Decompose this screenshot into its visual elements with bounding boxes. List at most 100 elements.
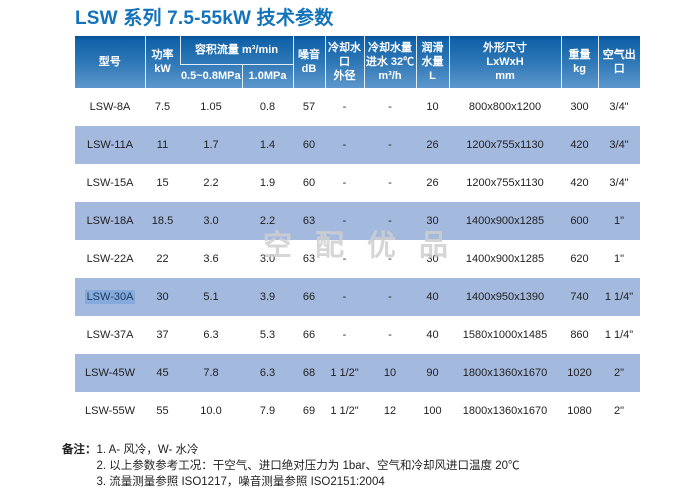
cell-cool: - bbox=[388, 177, 392, 189]
cell-flow2: 5.3 bbox=[259, 329, 276, 341]
col-header-noise: 噪音 dB bbox=[292, 36, 325, 88]
cell-dims: 1800x1360x1670 bbox=[462, 367, 548, 379]
cell-dims: 1200x755x1130 bbox=[466, 139, 544, 151]
cell-flow2: 3.0 bbox=[259, 253, 276, 265]
cell-lube: 26 bbox=[426, 139, 439, 151]
cell-flow1: 1.7 bbox=[203, 139, 219, 151]
note-line-2: 2. 以上参数参考工况：干空气、进口绝对压力为 1bar、空气和冷却风进口温度 … bbox=[96, 460, 520, 472]
cell-model: LSW-22A bbox=[86, 253, 134, 265]
col-header-cooling-port: 冷却水口 外径 bbox=[324, 36, 364, 88]
table-row: LSW-30A 30 5.1 3.9 66 - - 40 1400x950x1390 740 1 1… bbox=[75, 278, 640, 316]
cell-cool: 10 bbox=[383, 367, 397, 379]
cell-weight: 420 bbox=[570, 139, 589, 151]
cell-dims: 1400x950x1390 bbox=[465, 291, 545, 303]
cell-outlet: 1" bbox=[613, 215, 625, 227]
col-header-flow-low: 0.5~0.8MPa bbox=[180, 63, 242, 88]
cell-noise: 63 bbox=[302, 253, 316, 265]
cell-port: - bbox=[342, 101, 347, 113]
cell-dims: 1400x900x1285 bbox=[465, 215, 545, 227]
cell-model: LSW-8A bbox=[89, 101, 131, 113]
cell-cool: - bbox=[388, 253, 392, 265]
cell-flow1: 1.05 bbox=[200, 101, 222, 113]
cell-lube: 10 bbox=[426, 101, 439, 113]
cell-port: - bbox=[342, 253, 347, 265]
col-header-dimensions: 外形尺寸 LxWxH mm bbox=[448, 36, 561, 88]
notes-block: 备注： 1. A- 风冷，W- 水冷 2. 以上参数参考工况：干空气、进口绝对压… bbox=[62, 442, 519, 489]
cell-power: 55 bbox=[156, 405, 169, 417]
cell-weight: 1020 bbox=[567, 367, 592, 379]
cell-model: LSW-11A bbox=[86, 139, 134, 151]
spec-table-body: LSW-8A 7.5 1.05 0.8 57 - - 10 800x800x1200 300 3/4… bbox=[75, 88, 640, 430]
cell-model: LSW-15A bbox=[86, 177, 134, 189]
cell-port: 1 1/2" bbox=[330, 405, 359, 417]
cell-model: LSW-55W bbox=[85, 405, 135, 417]
cell-flow2: 2.2 bbox=[259, 215, 276, 227]
cell-noise: 57 bbox=[302, 101, 316, 113]
cell-cool: - bbox=[388, 215, 392, 227]
cell-dims: 1580x1000x1485 bbox=[462, 329, 548, 341]
cell-power: 30 bbox=[156, 291, 169, 303]
cell-noise: 68 bbox=[302, 367, 316, 379]
cell-outlet: 3/4" bbox=[609, 101, 629, 113]
table-row: LSW-11A 11 1.7 1.4 60 - - 26 1200x755x1130 420 3/4… bbox=[75, 126, 640, 164]
cell-cool: - bbox=[388, 329, 392, 341]
table-row: LSW-22A 22 3.6 3.0 63 - - 30 1400x900x1285 620 1" bbox=[75, 240, 640, 278]
col-header-flow-high: 1.0MPa bbox=[241, 63, 293, 88]
cell-model: LSW-30A bbox=[75, 278, 145, 316]
table-row: LSW-15A 15 2.2 1.9 60 - - 26 1200x755x1130 420 3/4… bbox=[75, 164, 640, 202]
selected-model-highlight: LSW-30A bbox=[84, 290, 136, 304]
cell-flow2: 1.4 bbox=[259, 139, 276, 151]
page-title: LSW 系列 7.5-55kW 技术参数 bbox=[75, 8, 334, 29]
cell-outlet: 2" bbox=[613, 405, 625, 417]
table-row: LSW-18A 18.5 3.0 2.2 63 - - 30 1400x900x1285 600 1… bbox=[75, 202, 640, 240]
cell-weight: 600 bbox=[570, 215, 589, 227]
cell-flow1: 2.2 bbox=[203, 177, 219, 189]
cell-lube: 30 bbox=[426, 253, 439, 265]
table-row: LSW-37A 37 6.3 5.3 66 - - 40 1580x1000x1485 860 1 … bbox=[75, 316, 640, 354]
col-header-weight: 重量 kg bbox=[560, 36, 598, 88]
cell-noise: 60 bbox=[302, 177, 316, 189]
cell-flow1: 10.0 bbox=[200, 405, 222, 417]
cell-weight: 1080 bbox=[567, 405, 592, 417]
note-line-1: 1. A- 风冷，W- 水冷 bbox=[96, 444, 199, 456]
cell-port: - bbox=[342, 329, 347, 341]
cell-dims: 1800x1360x1670 bbox=[462, 405, 548, 417]
cell-flow1: 3.0 bbox=[203, 215, 219, 227]
cell-outlet: 3/4" bbox=[609, 177, 629, 189]
cell-noise: 66 bbox=[302, 291, 316, 303]
cell-lube: 26 bbox=[426, 177, 439, 189]
cell-noise: 66 bbox=[302, 329, 316, 341]
col-header-air-outlet: 空气出口 bbox=[597, 36, 640, 88]
cell-flow2: 7.9 bbox=[259, 405, 276, 417]
cell-port: - bbox=[342, 177, 347, 189]
cell-power: 11 bbox=[156, 139, 169, 151]
cell-outlet: 1 1/4" bbox=[604, 291, 634, 303]
spec-table: 型号 功率 kW 容积流量 m³/min 噪音 dB 冷却水口 外径 冷却水量 … bbox=[75, 36, 640, 430]
cell-flow1: 3.6 bbox=[203, 253, 219, 265]
table-row: LSW-45W 45 7.8 6.3 68 1 1/2" 10 90 1800x1360x167… bbox=[75, 354, 640, 392]
cell-model: LSW-18A bbox=[86, 215, 134, 227]
table-header: 型号 功率 kW 容积流量 m³/min 噪音 dB 冷却水口 外径 冷却水量 … bbox=[75, 36, 640, 88]
cell-cool: - bbox=[388, 101, 392, 113]
col-header-flow-group: 容积流量 m³/min bbox=[179, 36, 293, 64]
cell-weight: 420 bbox=[570, 177, 589, 189]
col-header-power: 功率 kW bbox=[144, 36, 180, 88]
cell-dims: 1200x755x1130 bbox=[466, 177, 544, 189]
cell-power: 45 bbox=[156, 367, 169, 379]
cell-power: 18.5 bbox=[151, 215, 174, 227]
cell-flow2: 6.3 bbox=[259, 367, 276, 379]
cell-flow1: 6.3 bbox=[203, 329, 219, 341]
cell-flow1: 7.8 bbox=[203, 367, 219, 379]
cell-weight: 300 bbox=[570, 101, 589, 113]
cell-lube: 40 bbox=[426, 329, 439, 341]
cell-outlet: 1 1/4" bbox=[604, 329, 634, 341]
cell-power: 7.5 bbox=[154, 101, 171, 113]
cell-noise: 69 bbox=[302, 405, 316, 417]
cell-port: - bbox=[342, 291, 347, 303]
cell-port: - bbox=[342, 139, 347, 151]
cell-flow2: 3.9 bbox=[259, 291, 276, 303]
table-row: LSW-8A 7.5 1.05 0.8 57 - - 10 800x800x1200 300 3/4… bbox=[75, 88, 640, 126]
cell-power: 15 bbox=[156, 177, 169, 189]
cell-flow2: 1.9 bbox=[259, 177, 276, 189]
cell-model: LSW-37A bbox=[86, 329, 134, 341]
